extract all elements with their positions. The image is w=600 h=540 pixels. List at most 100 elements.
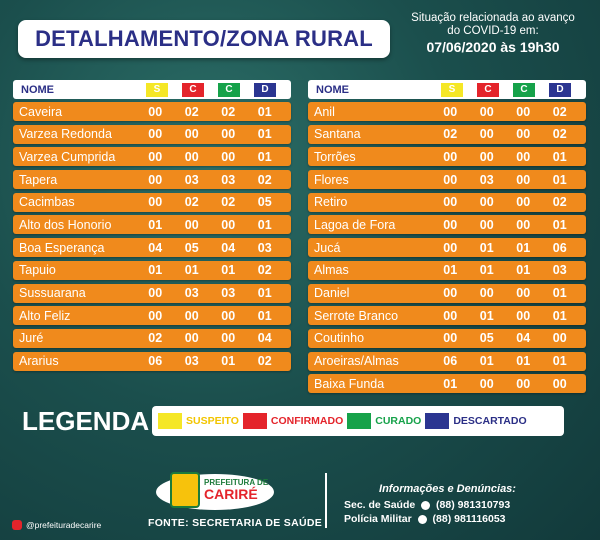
count-cu: 00	[516, 172, 531, 187]
count-cu: 01	[221, 354, 236, 369]
header-name: NOME	[316, 83, 349, 96]
count-c: 00	[184, 127, 199, 142]
coat-of-arms-icon	[170, 472, 200, 508]
count-cu: 00	[516, 104, 531, 119]
location-name: Jucá	[314, 240, 341, 255]
table-row: Juré 02 00 00 04	[13, 328, 291, 348]
legend-item-curado: CURADO	[347, 413, 421, 429]
count-s: 06	[443, 354, 458, 369]
table-row: Aroeiras/Almas 06 01 01 01	[308, 351, 586, 371]
count-cu: 01	[221, 263, 236, 278]
table-row: Retiro 00 00 00 02	[308, 192, 586, 212]
count-c: 01	[479, 308, 494, 323]
count-cu: 00	[221, 149, 236, 164]
count-d: 01	[552, 149, 567, 164]
logo-text: PREFEITURA DE CARIRÉ	[204, 478, 268, 501]
count-d: 01	[257, 308, 272, 323]
table-row: Alto Feliz 00 00 00 01	[13, 306, 291, 326]
count-d: 01	[257, 217, 272, 232]
location-name: Boa Esperança	[19, 240, 105, 255]
right-rows: Anil 00 00 00 02 Santana 02 00 00 02 Torrões 00 00 00…	[308, 102, 586, 394]
count-c: 01	[479, 240, 494, 255]
legend-item-descartado: DESCARTADO	[425, 413, 527, 429]
location-name: Santana	[314, 127, 361, 142]
logo-prefeitura: PREFEITURA DE	[204, 478, 269, 487]
sec-phone: (88) 981310793	[436, 499, 511, 511]
count-cu: 01	[516, 240, 531, 255]
location-name: Varzea Redonda	[19, 127, 112, 142]
count-cu: 01	[516, 263, 531, 278]
legend-title: LEGENDA	[22, 406, 150, 436]
legend-item-suspeito: SUSPEITO	[158, 413, 239, 429]
instagram-text: @prefeituradecarire	[26, 520, 102, 530]
header-curado: C	[513, 82, 535, 97]
count-s: 06	[148, 354, 163, 369]
count-c: 00	[479, 149, 494, 164]
location-name: Caveira	[19, 104, 63, 119]
instagram-icon	[12, 520, 22, 530]
city-logo: PREFEITURA DE CARIRÉ	[150, 470, 310, 525]
footer-divider	[325, 473, 327, 528]
count-cu: 00	[516, 149, 531, 164]
count-s: 00	[148, 127, 163, 142]
status-date: 07/06/2020 às 19h30	[426, 39, 560, 55]
count-s: 00	[443, 308, 458, 323]
count-cu: 00	[516, 286, 531, 300]
count-d: 01	[552, 172, 567, 187]
location-name: Sussuarana	[19, 286, 86, 300]
count-s: 02	[443, 127, 458, 142]
count-cu: 04	[221, 240, 236, 255]
count-s: 04	[148, 240, 163, 255]
count-d: 04	[257, 331, 272, 346]
count-cu: 02	[221, 104, 236, 119]
location-name: Juré	[19, 331, 44, 346]
count-d: 01	[552, 308, 567, 323]
count-cu: 00	[221, 308, 236, 323]
header-confirmado: C	[182, 82, 204, 97]
count-c: 00	[184, 217, 199, 232]
count-cu: 04	[516, 331, 531, 346]
location-name: Tapera	[19, 172, 58, 187]
header-suspeito: S	[441, 82, 463, 97]
location-name: Lagoa de Fora	[314, 217, 396, 232]
table-row: Torrões 00 00 00 01	[308, 147, 586, 167]
location-name: Serrote Branco	[314, 308, 399, 323]
count-s: 00	[443, 149, 458, 164]
count-c: 02	[184, 195, 199, 210]
legend-label-curado: CURADO	[375, 415, 422, 427]
logo-city: CARIRÉ	[204, 486, 258, 502]
legend-item-confirmado: CONFIRMADO	[242, 413, 343, 429]
count-d: 00	[552, 331, 567, 346]
count-s: 00	[443, 195, 458, 210]
count-s: 01	[148, 263, 163, 278]
count-s: 00	[148, 308, 163, 323]
count-c: 00	[479, 376, 494, 391]
location-name: Retiro	[314, 195, 348, 210]
table-row: Flores 00 03 00 01	[308, 170, 586, 190]
header-suspeito: S	[146, 82, 168, 97]
location-name: Aroeiras/Almas	[314, 354, 399, 369]
title-banner: DETALHAMENTO/ZONA RURAL	[18, 20, 390, 58]
table-header: NOME S C C D	[13, 80, 291, 99]
page-title: DETALHAMENTO/ZONA RURAL	[35, 26, 373, 51]
table-row: Coutinho 00 05 04 00	[308, 328, 586, 348]
count-c: 01	[184, 263, 199, 278]
source-note: FONTE: SECRETARIA DE SAÚDE	[148, 517, 323, 529]
count-d: 02	[257, 354, 272, 369]
table-row: Baixa Funda 01 00 00 00	[308, 374, 586, 394]
count-d: 06	[552, 240, 567, 255]
count-d: 05	[257, 195, 272, 210]
swatch-red	[242, 413, 267, 429]
location-name: Tapuio	[19, 263, 56, 278]
table-header: NOME S C C D	[308, 80, 586, 99]
location-name: Cacimbas	[19, 195, 75, 210]
count-c: 03	[184, 286, 199, 300]
header-curado: C	[218, 82, 240, 97]
count-cu: 00	[516, 217, 531, 232]
count-c: 00	[184, 149, 199, 164]
legend-label-suspeito: SUSPEITO	[186, 415, 239, 427]
count-d: 00	[552, 376, 567, 391]
sec-label: Sec. de Saúde	[344, 499, 416, 511]
count-c: 03	[479, 172, 494, 187]
location-name: Daniel	[314, 286, 350, 300]
